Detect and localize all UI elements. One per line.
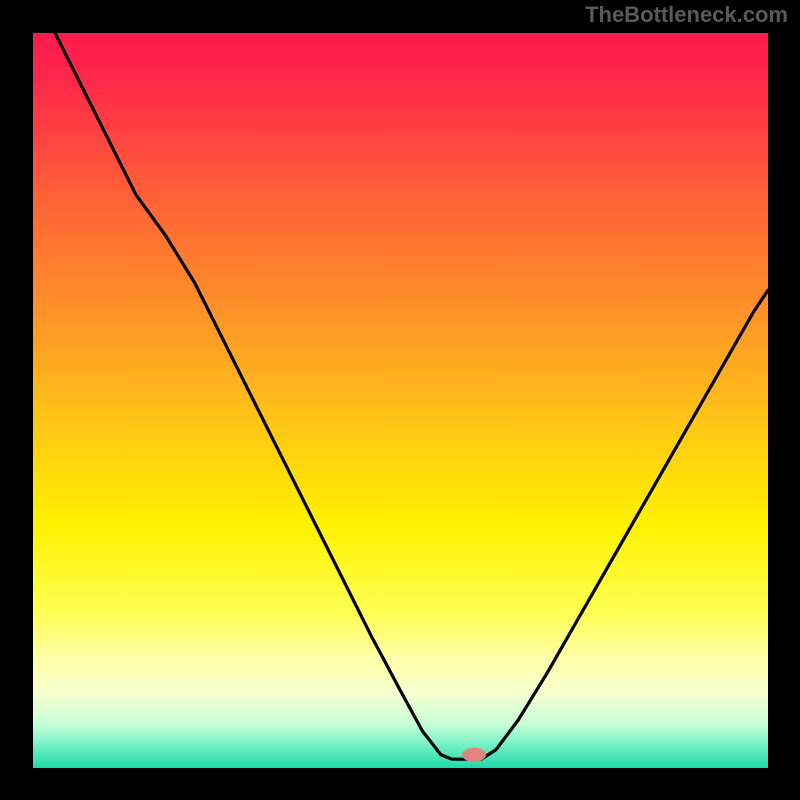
plot-svg <box>33 33 768 768</box>
chart-outer: TheBottleneck.com <box>0 0 800 800</box>
watermark-text: TheBottleneck.com <box>585 2 788 28</box>
bottleneck-marker <box>462 748 486 762</box>
plot-area <box>33 33 768 768</box>
plot-background <box>33 33 768 768</box>
